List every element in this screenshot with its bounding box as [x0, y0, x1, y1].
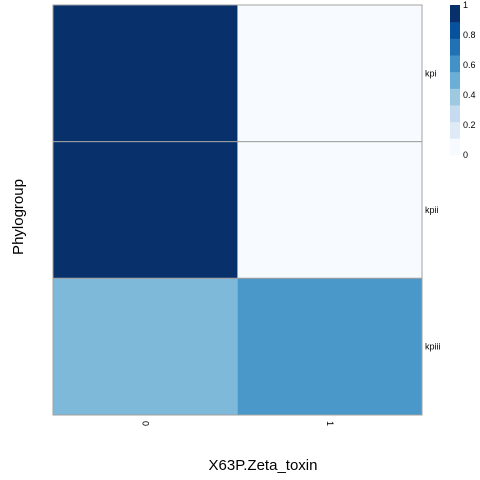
legend-tick-label: 0.8 [463, 30, 476, 40]
legend-color-band [450, 5, 460, 23]
legend-tick-label: 0 [463, 150, 468, 160]
legend-color-band [450, 21, 460, 39]
heatmap-cell-kpii-1 [237, 141, 423, 279]
x-tick-label-0: 0 [140, 421, 150, 426]
legend-color-band [450, 121, 460, 139]
y-tick-label-kpiii: kpiii [425, 342, 441, 352]
heatmap-cell-kpiii-1 [237, 277, 423, 416]
legend-color-band [450, 71, 460, 89]
legend-color-band [450, 138, 460, 156]
x-axis-title: X63P.Zeta_toxin [209, 457, 318, 474]
legend-color-band [450, 55, 460, 73]
y-axis-title: Phylogroup [10, 179, 27, 255]
legend-tick-label: 0.4 [463, 90, 476, 100]
legend-tick-label: 1 [463, 0, 468, 10]
legend-tick-label: 0.6 [463, 60, 476, 70]
heatmap-cell-kpii-0 [52, 141, 238, 279]
legend-color-band [450, 38, 460, 56]
heatmap-cells [52, 4, 423, 416]
x-tick-label-1: 1 [325, 421, 335, 426]
y-tick-labels: kpi kpii kpiii [425, 68, 441, 351]
heatmap-cell-kpi-0 [52, 4, 238, 143]
legend-color-band [450, 88, 460, 106]
y-tick-label-kpii: kpii [425, 205, 439, 215]
y-tick-label-kpi: kpi [425, 68, 437, 78]
heatmap-cell-kpi-1 [237, 4, 423, 143]
legend-color-band [450, 105, 460, 123]
legend-tick-label: 0.2 [463, 120, 476, 130]
color-legend: 0 0.2 0.4 0.6 0.8 1 [450, 0, 476, 160]
heatmap-cell-kpiii-0 [52, 277, 238, 416]
